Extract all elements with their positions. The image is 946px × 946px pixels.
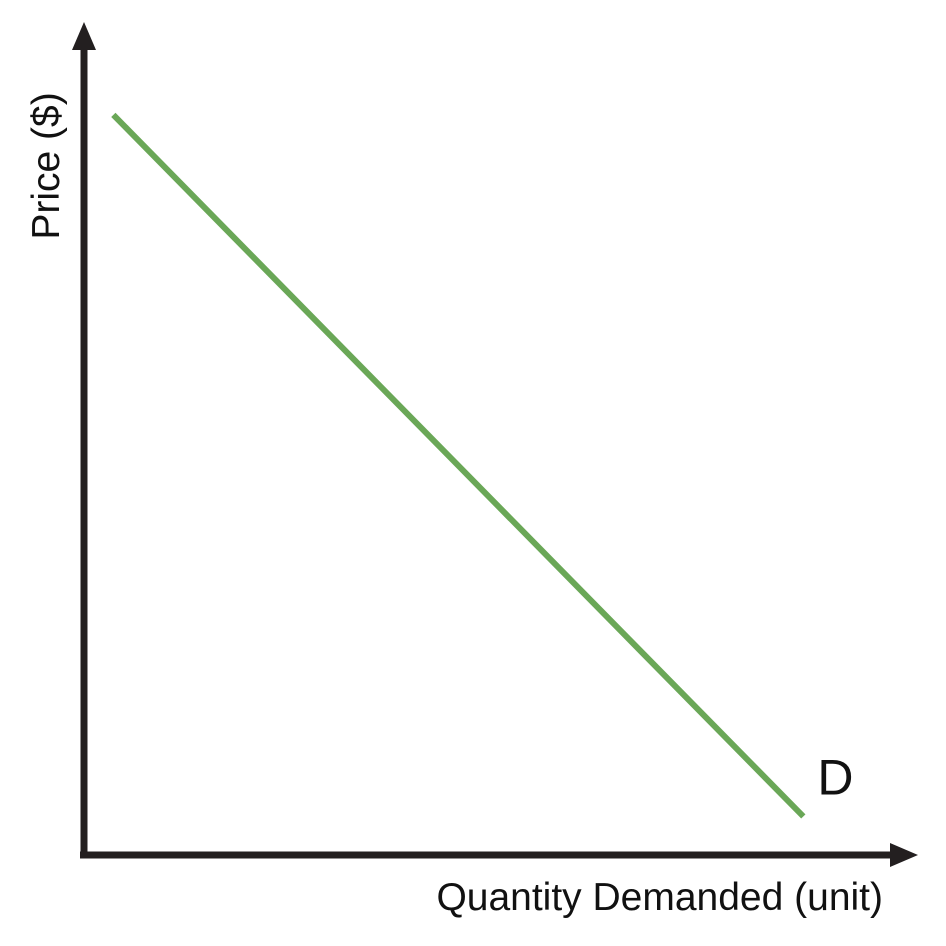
- series-layer: D: [111, 112, 853, 819]
- y-axis-arrowhead: [72, 22, 96, 50]
- y-axis: [72, 22, 96, 858]
- y-axis-label: Price ($): [25, 92, 68, 239]
- x-axis-label: Quantity Demanded (unit): [436, 876, 883, 919]
- series-label-d: D: [817, 749, 853, 805]
- x-axis-arrowhead: [890, 843, 918, 867]
- series-line-d: [111, 112, 806, 819]
- x-axis: [80, 843, 918, 867]
